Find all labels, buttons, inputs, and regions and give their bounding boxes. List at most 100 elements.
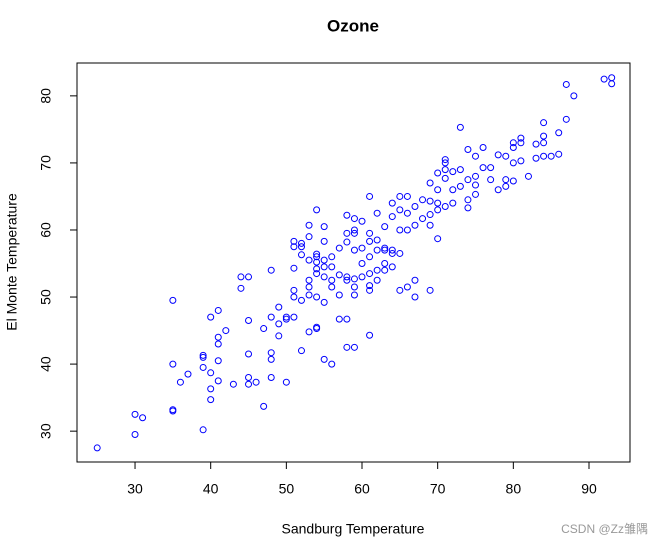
point bbox=[343, 276, 351, 284]
point bbox=[282, 315, 290, 323]
point bbox=[366, 331, 374, 339]
point bbox=[214, 333, 222, 341]
point bbox=[403, 209, 411, 217]
point bbox=[509, 177, 517, 185]
point bbox=[464, 146, 472, 154]
point bbox=[403, 226, 411, 234]
point bbox=[282, 378, 290, 386]
point bbox=[426, 211, 434, 219]
point bbox=[494, 186, 502, 194]
point bbox=[139, 414, 147, 422]
point bbox=[328, 283, 336, 291]
point bbox=[313, 206, 321, 214]
point bbox=[411, 221, 419, 229]
point bbox=[555, 129, 563, 137]
point bbox=[297, 239, 305, 247]
point bbox=[562, 115, 570, 123]
point bbox=[403, 283, 411, 291]
y-tick-label: 80 bbox=[38, 88, 54, 104]
point bbox=[434, 235, 442, 243]
point bbox=[373, 266, 381, 274]
point bbox=[381, 260, 389, 268]
point bbox=[373, 236, 381, 244]
point bbox=[290, 293, 298, 301]
point bbox=[313, 253, 321, 261]
point bbox=[502, 182, 510, 190]
point bbox=[555, 150, 563, 158]
point bbox=[464, 196, 472, 204]
point bbox=[366, 270, 374, 278]
point bbox=[358, 244, 366, 252]
point bbox=[214, 340, 222, 348]
point bbox=[297, 251, 305, 259]
point bbox=[214, 377, 222, 385]
point bbox=[93, 444, 101, 452]
point bbox=[608, 80, 616, 88]
y-tick-label: 60 bbox=[38, 222, 54, 238]
point bbox=[388, 263, 396, 271]
plot-frame bbox=[76, 62, 631, 463]
point bbox=[350, 291, 358, 299]
point bbox=[297, 347, 305, 355]
point bbox=[434, 206, 442, 214]
point bbox=[343, 343, 351, 351]
point bbox=[441, 174, 449, 182]
point bbox=[509, 159, 517, 167]
point bbox=[245, 380, 253, 388]
point bbox=[305, 221, 313, 229]
point bbox=[517, 134, 525, 142]
point bbox=[313, 323, 321, 331]
point bbox=[532, 154, 540, 162]
point bbox=[350, 229, 358, 237]
point bbox=[169, 360, 177, 368]
point bbox=[456, 182, 464, 190]
point bbox=[366, 229, 374, 237]
point bbox=[456, 166, 464, 174]
point bbox=[434, 186, 442, 194]
point bbox=[426, 286, 434, 294]
point bbox=[570, 92, 578, 100]
point bbox=[426, 221, 434, 229]
point bbox=[297, 243, 305, 251]
point bbox=[540, 152, 548, 160]
point bbox=[305, 233, 313, 241]
point bbox=[305, 256, 313, 264]
point bbox=[441, 203, 449, 211]
point bbox=[509, 139, 517, 147]
point bbox=[441, 166, 449, 174]
point bbox=[267, 313, 275, 321]
point bbox=[381, 266, 389, 274]
point bbox=[472, 172, 480, 180]
point bbox=[350, 226, 358, 234]
point bbox=[176, 378, 184, 386]
point bbox=[464, 204, 472, 212]
point bbox=[388, 246, 396, 254]
point bbox=[449, 186, 457, 194]
y-tick-label: 30 bbox=[38, 423, 54, 439]
point bbox=[260, 325, 268, 333]
point bbox=[366, 192, 374, 200]
point bbox=[229, 380, 237, 388]
point bbox=[290, 264, 298, 272]
point bbox=[426, 197, 434, 205]
point bbox=[214, 306, 222, 314]
point bbox=[441, 156, 449, 164]
point bbox=[396, 249, 404, 257]
point bbox=[267, 266, 275, 274]
point bbox=[366, 237, 374, 245]
point bbox=[449, 199, 457, 207]
point bbox=[358, 217, 366, 225]
point bbox=[320, 256, 328, 264]
point bbox=[313, 250, 321, 258]
point bbox=[366, 286, 374, 294]
point bbox=[207, 313, 215, 321]
point bbox=[305, 291, 313, 299]
y-tick-label: 50 bbox=[38, 289, 54, 305]
point bbox=[245, 374, 253, 382]
x-tick-label: 30 bbox=[127, 481, 143, 497]
point bbox=[169, 296, 177, 304]
point bbox=[320, 355, 328, 363]
point bbox=[275, 332, 283, 340]
point bbox=[373, 209, 381, 217]
x-tick-label: 70 bbox=[430, 481, 446, 497]
